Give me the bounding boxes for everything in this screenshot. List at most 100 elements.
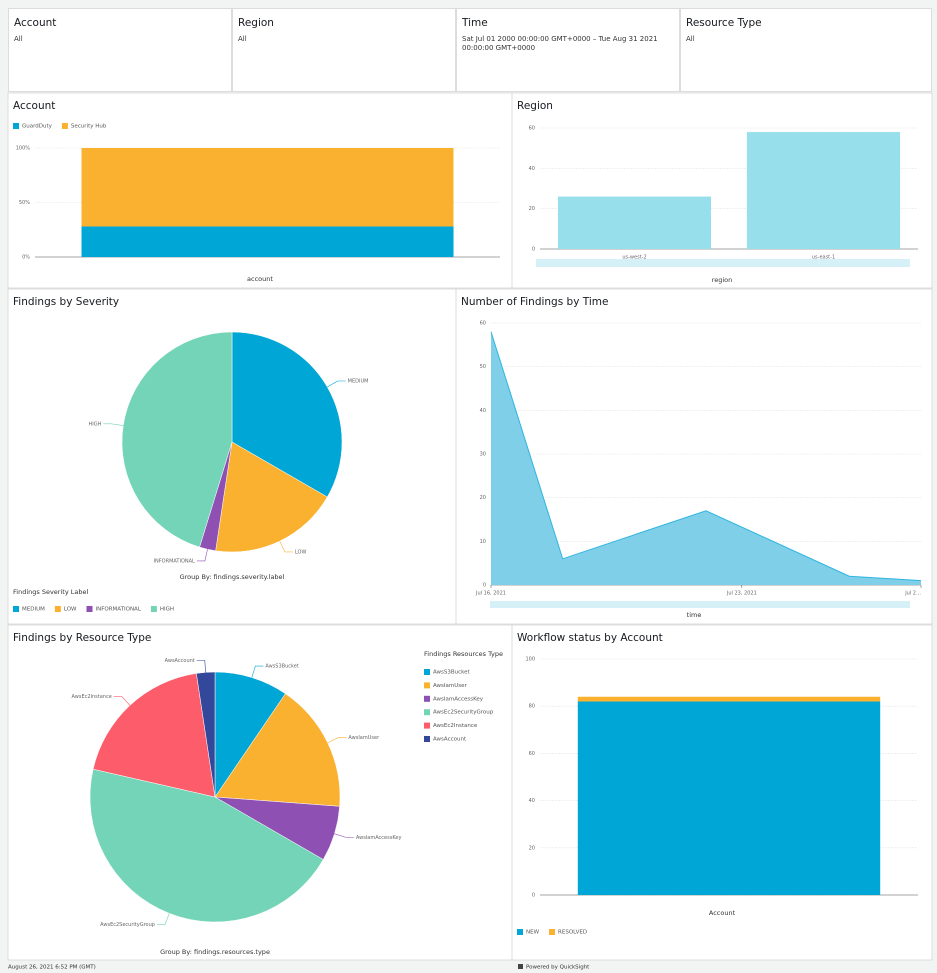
leader-line bbox=[156, 913, 170, 925]
legend-swatch bbox=[424, 709, 430, 716]
slice-label: AwsAccount bbox=[165, 658, 195, 664]
pie-slice bbox=[215, 441, 328, 553]
legend-label: INFORMATIONAL bbox=[96, 607, 142, 613]
y-tick-label: 0% bbox=[22, 255, 30, 261]
pie-slice bbox=[214, 671, 286, 798]
leader-line bbox=[113, 696, 131, 706]
leader-line bbox=[251, 665, 264, 678]
legend-label: Security Hub bbox=[71, 124, 107, 130]
group-by-caption: Group By: findings.severity.label bbox=[180, 573, 285, 581]
filter-value: All bbox=[238, 35, 247, 43]
x-tick-label: us-west-2 bbox=[622, 255, 646, 261]
y-tick-label: 60 bbox=[529, 751, 535, 757]
slice-label: HIGH bbox=[88, 421, 101, 427]
legend-swatch bbox=[424, 695, 430, 702]
chart-title: Findings by Severity bbox=[13, 296, 119, 308]
bar-segment bbox=[577, 701, 881, 895]
y-tick-label: 40 bbox=[480, 408, 486, 414]
legend-swatch bbox=[424, 669, 430, 675]
bar-segment bbox=[81, 226, 454, 257]
filter-label: Time bbox=[462, 17, 488, 29]
filter-label: Resource Type bbox=[686, 17, 762, 29]
filter[interactable]: Time Sat Jul 01 2000 00:00:00 GMT+0000 – … bbox=[456, 8, 680, 92]
y-tick-label: 40 bbox=[529, 798, 535, 804]
y-tick-label: 10 bbox=[480, 539, 486, 545]
pie-slice bbox=[231, 331, 343, 498]
y-tick-label: 50% bbox=[19, 200, 30, 206]
x-axis-label: Account bbox=[709, 909, 736, 917]
leader-line bbox=[334, 833, 354, 838]
y-tick-label: 60 bbox=[529, 126, 535, 132]
chart-title: Workflow status by Account bbox=[517, 632, 663, 644]
chart-title: Account bbox=[13, 100, 55, 112]
bar-segment bbox=[81, 148, 454, 227]
x-tick-label: Jul 16, 2021 bbox=[475, 591, 506, 597]
legend-swatch bbox=[424, 682, 430, 689]
legend-swatch bbox=[424, 736, 430, 742]
chart-title: Number of Findings by Time bbox=[461, 296, 608, 308]
y-tick-label: 30 bbox=[480, 452, 486, 458]
legend-label: AwsIamUser bbox=[433, 683, 468, 689]
legend-swatch bbox=[54, 606, 61, 612]
y-tick-label: 0 bbox=[532, 247, 535, 253]
filter-value: All bbox=[14, 35, 23, 43]
y-tick-label: 0 bbox=[532, 893, 535, 899]
legend-label: AwsEc2SecurityGroup bbox=[433, 710, 494, 716]
bar bbox=[746, 132, 901, 249]
y-tick-label: 50 bbox=[480, 364, 486, 370]
filter-value: Sat Jul 01 2000 00:00:00 GMT+0000 – Tue … bbox=[462, 35, 658, 52]
scrollbar[interactable] bbox=[536, 259, 910, 267]
bar bbox=[557, 196, 712, 249]
legend-label: AwsS3Bucket bbox=[433, 670, 471, 676]
legend-label: AwsEc2Instance bbox=[433, 723, 478, 729]
leader-line bbox=[103, 423, 124, 426]
legend-label: HIGH bbox=[160, 607, 174, 613]
chart-title: Region bbox=[517, 100, 553, 112]
filter[interactable]: Account All bbox=[8, 8, 232, 92]
x-axis-label: time bbox=[687, 611, 702, 619]
slice-label: INFORMATIONAL bbox=[154, 558, 195, 564]
slice-label: AwsIamAccessKey bbox=[356, 835, 402, 841]
line bbox=[490, 331, 922, 582]
slice-label: AwsEc2SecurityGroup bbox=[100, 922, 155, 928]
scrollbar[interactable] bbox=[490, 601, 910, 608]
legend-swatch bbox=[549, 929, 556, 935]
filter[interactable]: Resource Type All bbox=[680, 8, 932, 92]
y-tick-label: 40 bbox=[529, 166, 535, 172]
legend-label: AwsAccount bbox=[433, 737, 467, 743]
legend-label: AwsIamAccessKey bbox=[433, 696, 484, 702]
legend-swatch bbox=[13, 123, 19, 129]
slice-label: MEDIUM bbox=[348, 379, 369, 385]
filter[interactable]: Region All bbox=[232, 8, 456, 92]
leader-line bbox=[327, 380, 346, 388]
y-tick-label: 0 bbox=[483, 583, 486, 589]
legend-label: LOW bbox=[64, 607, 77, 613]
leader-line bbox=[196, 660, 206, 673]
pie-slice bbox=[121, 331, 233, 548]
y-tick-label: 100 bbox=[525, 657, 535, 663]
legend-title: Findings Resources Type bbox=[424, 650, 503, 658]
legend-swatch bbox=[517, 929, 523, 935]
filter-label: Account bbox=[14, 17, 57, 29]
y-tick-label: 20 bbox=[480, 495, 486, 501]
filter-value: All bbox=[686, 35, 695, 43]
legend-swatch bbox=[61, 123, 68, 129]
bar-segment bbox=[577, 696, 881, 702]
pie-slice bbox=[89, 768, 324, 923]
legend-label: RESOLVED bbox=[558, 930, 587, 936]
timestamp: August 26, 2021 6:52 PM (GMT) bbox=[8, 965, 96, 971]
legend-label: GuardDuty bbox=[22, 124, 53, 130]
slice-label: LOW bbox=[295, 549, 307, 555]
y-tick-label: 20 bbox=[529, 206, 535, 212]
quicksight-icon bbox=[518, 964, 523, 969]
x-tick-label: Jul 2… bbox=[904, 591, 921, 597]
y-tick-label: 80 bbox=[529, 704, 535, 710]
leader-line bbox=[279, 540, 293, 553]
legend-swatch bbox=[13, 606, 19, 612]
legend-swatch bbox=[150, 606, 157, 612]
legend-swatch bbox=[424, 722, 430, 729]
legend-label: MEDIUM bbox=[22, 607, 45, 613]
x-axis-label: region bbox=[712, 276, 733, 284]
slice-label: AwsIamUser bbox=[348, 735, 380, 741]
leader-line bbox=[327, 737, 347, 744]
